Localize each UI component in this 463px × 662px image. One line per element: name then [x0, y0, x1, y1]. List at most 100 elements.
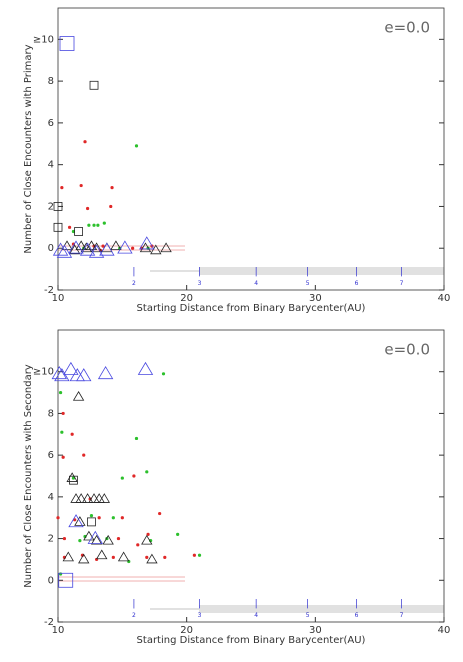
point [58, 572, 74, 588]
point [89, 514, 94, 518]
x-axis-label: Starting Distance from Binary Barycenter… [137, 303, 366, 314]
point [150, 244, 162, 255]
point [176, 532, 180, 537]
point [59, 36, 75, 51]
point [78, 539, 82, 543]
point [76, 368, 92, 382]
x-tick-label: 30 [309, 293, 322, 304]
point [60, 186, 64, 190]
point [85, 206, 90, 211]
x-tick-label: 10 [52, 625, 65, 636]
point [139, 236, 155, 250]
point [192, 553, 196, 557]
resonance-label: 2 [132, 612, 136, 619]
point [109, 204, 113, 209]
point [56, 244, 73, 258]
resonance-label: 5 [306, 280, 310, 287]
point [99, 242, 115, 256]
x-tick-label: 30 [309, 625, 322, 636]
point [74, 516, 86, 526]
resonance-label: 4 [254, 280, 258, 287]
point [83, 530, 95, 541]
point [87, 517, 96, 527]
point [53, 222, 63, 232]
y-tick-label: -2 [44, 617, 54, 628]
point [67, 225, 72, 229]
resonance-label: 7 [400, 612, 404, 619]
point [74, 227, 83, 236]
y-tick-label: 8 [48, 408, 54, 419]
point [75, 493, 87, 503]
point [116, 536, 121, 541]
annotation: e=0.0 [384, 341, 430, 359]
point [134, 436, 139, 441]
point [82, 453, 86, 457]
point [90, 242, 103, 253]
y-tick-label: 0 [48, 575, 54, 586]
x-tick-label: 20 [180, 293, 193, 304]
y-tick-label: 0 [48, 243, 54, 254]
point [62, 536, 67, 541]
point [58, 390, 63, 395]
point [110, 240, 122, 251]
y-tick-label: 8 [48, 76, 54, 87]
point [102, 221, 106, 225]
point [89, 80, 99, 90]
point [80, 242, 93, 253]
annotation: e=0.0 [384, 19, 430, 37]
y-axis-label: Number of Close Encounters with Primary [23, 44, 34, 253]
resonance-label: 6 [355, 612, 359, 619]
point [80, 553, 85, 557]
y-axis-label: Number of Close Encounters with Secondar… [23, 364, 34, 588]
point [61, 411, 65, 416]
y-tick-label: ≥10 [33, 367, 54, 378]
point [111, 555, 115, 559]
point [101, 244, 105, 248]
point [134, 144, 139, 148]
point [88, 244, 105, 258]
point [98, 493, 111, 503]
point [92, 223, 96, 227]
point [145, 555, 149, 559]
point [120, 476, 124, 480]
resonance-label: 3 [198, 612, 202, 619]
point [120, 516, 124, 520]
point [68, 240, 84, 254]
plot-frame [57, 329, 445, 623]
y-tick-label: ≥10 [33, 34, 54, 45]
point [146, 553, 158, 564]
resonance-label: 6 [355, 280, 359, 287]
point [131, 246, 135, 250]
resonance-label: 4 [254, 612, 258, 619]
point [102, 534, 114, 545]
point [96, 223, 100, 227]
point [161, 372, 166, 376]
reference-lines [58, 245, 185, 582]
point [72, 390, 85, 401]
point [69, 475, 78, 485]
resonance-label: 2 [132, 280, 136, 287]
point [117, 240, 133, 254]
y-tick-label: 4 [48, 160, 54, 171]
point [56, 516, 60, 520]
x-tick-label: 20 [180, 625, 193, 636]
resonance-label: 7 [400, 280, 404, 287]
point [63, 361, 79, 375]
x-tick-label: 10 [52, 293, 65, 304]
y-tick-label: 4 [48, 492, 54, 503]
x-tick-label: 40 [438, 293, 451, 304]
point [81, 493, 94, 503]
point [87, 530, 104, 544]
y-tick-label: 6 [48, 118, 54, 129]
resonance-label: 3 [198, 280, 202, 287]
point [53, 202, 63, 211]
point [96, 549, 108, 560]
point [132, 474, 136, 478]
hatched-band [150, 267, 444, 613]
point [61, 455, 65, 459]
point [70, 493, 82, 503]
point [110, 186, 114, 190]
point [70, 432, 74, 436]
y-tick-label: 2 [48, 534, 54, 545]
point [97, 516, 101, 520]
